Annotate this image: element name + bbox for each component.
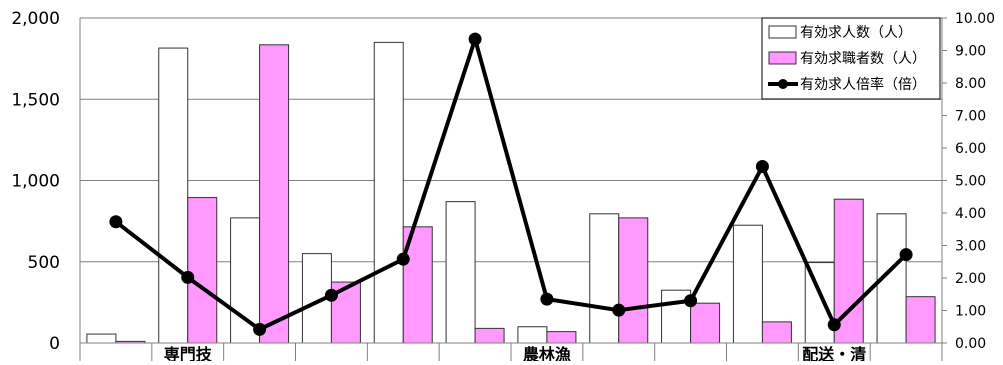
legend-swatch-ratio-marker (778, 79, 788, 89)
bar-openings (445, 201, 476, 344)
y-right-tick-label: 10.00 (955, 11, 995, 27)
bar-seekers (546, 331, 577, 344)
bar-openings (732, 224, 763, 344)
ratio-point (109, 215, 123, 229)
bar-openings (589, 213, 620, 344)
bar-seekers (187, 197, 218, 344)
ratio-point (899, 248, 913, 262)
tick-labels: 0 500 1,000 1,500 2,000 0.00 1.00 2.00 3.00 4.00 5… (11, 9, 995, 364)
legend-label: 有効求職者数（人） (800, 51, 926, 67)
legend-label: 有効求人数（人） (800, 25, 912, 41)
y-right-tick-label: 6.00 (955, 141, 986, 157)
bar-seekers (618, 217, 649, 344)
ratio-point (755, 160, 769, 174)
axes (79, 17, 947, 361)
legend-label: 有効求人倍率（倍） (800, 76, 926, 93)
ratio-series-line (114, 32, 908, 332)
y-left-tick-label: 2,000 (11, 9, 60, 29)
ratio-line (109, 32, 913, 336)
y-right-tick-label: 9.00 (955, 44, 986, 60)
y-left-tick-label: 1,000 (11, 172, 60, 192)
y-right-tick-label: 1.00 (955, 304, 986, 320)
y-right-tick-label: 2.00 (955, 271, 986, 287)
y-right-tick-label: 0.00 (955, 336, 986, 352)
legend-swatch-seekers (768, 51, 797, 65)
bar-openings (158, 47, 189, 344)
bar-openings (86, 333, 117, 344)
bar-seekers (761, 321, 792, 344)
ratio-point (612, 303, 626, 317)
ratio-point (540, 292, 554, 306)
y-left-tick-label: 0 (49, 334, 60, 354)
ratio-point (827, 318, 841, 332)
bar-seekers (259, 44, 290, 344)
y-right-tick-label: 5.00 (955, 174, 986, 190)
ratio-point (468, 32, 482, 46)
bar-openings (517, 326, 548, 344)
category-label: 配送・清 (802, 345, 866, 361)
bar-seekers (690, 302, 721, 344)
y-right-tick-label: 8.00 (955, 76, 986, 92)
category-label: 専門技 (164, 345, 213, 361)
y-right-tick-label: 3.00 (955, 239, 986, 255)
ratio-point (324, 288, 338, 302)
bar-seekers (905, 296, 936, 344)
y-right-tick-label: 7.00 (955, 109, 986, 125)
y-left-tick-label: 1,500 (11, 90, 60, 110)
legend: 有効求人数（人） 有効求職者数（人） 有効求人倍率（倍） (761, 17, 941, 100)
ratio-point (181, 270, 195, 284)
ratio-point (684, 294, 698, 308)
ratio-point (396, 252, 410, 266)
y-right-tick-label: 4.00 (955, 206, 986, 222)
category-label: 農林漁 (523, 345, 571, 361)
bar-openings (373, 41, 404, 344)
legend-swatch-openings (768, 25, 797, 39)
bar-seekers (474, 327, 505, 344)
ratio-point (253, 322, 267, 336)
y-left-tick-label: 500 (28, 253, 60, 273)
